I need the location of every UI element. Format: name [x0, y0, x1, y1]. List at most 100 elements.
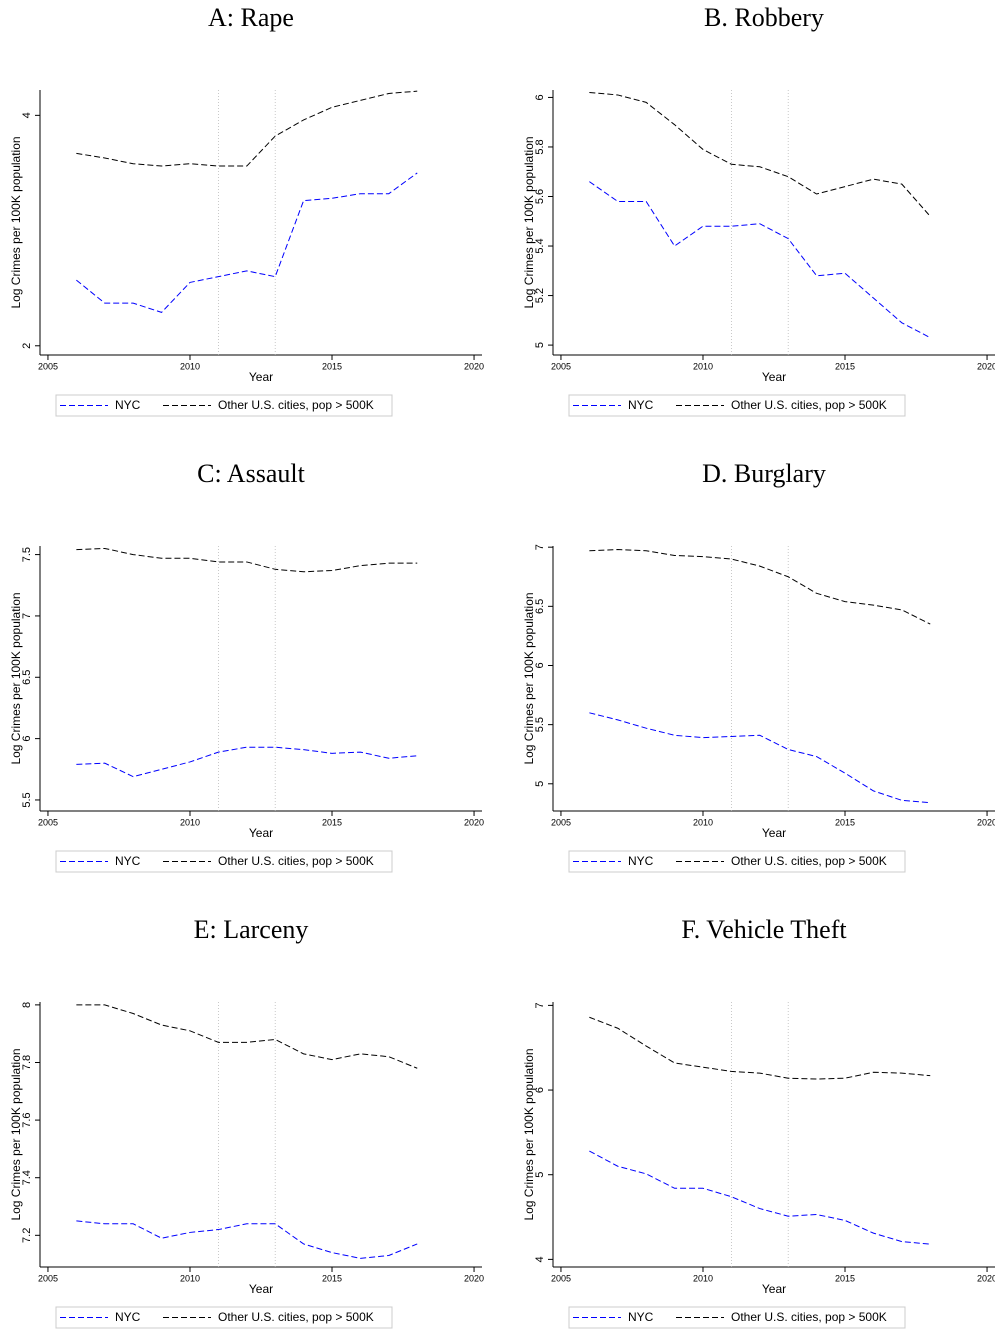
legend-label: Other U.S. cities, pop > 500K	[218, 1310, 374, 1324]
x-tick-label: 2020	[464, 1273, 484, 1283]
legend-box	[568, 1306, 906, 1329]
y-axis-label: Log Crimes per 100K population	[9, 1048, 23, 1220]
y-tick-label: 2	[21, 343, 33, 349]
legend-label: Other U.S. cities, pop > 500K	[731, 398, 887, 412]
y-tick-label: 6	[534, 1087, 546, 1093]
legend-box	[55, 394, 393, 417]
series-line	[589, 91, 931, 217]
y-axis-label: Log Crimes per 100K population	[522, 592, 536, 764]
legend-box	[55, 1306, 393, 1329]
legend-label: NYC	[628, 398, 654, 412]
panel-title: A: Rape	[208, 3, 294, 32]
y-tick-label: 7	[534, 1002, 546, 1008]
series-line	[589, 1150, 931, 1245]
panel-title: C: Assault	[197, 459, 305, 488]
legend-label: Other U.S. cities, pop > 500K	[731, 1310, 887, 1324]
series-line	[589, 712, 931, 804]
x-tick-label: 2005	[38, 1273, 58, 1283]
legend-label: NYC	[628, 854, 654, 868]
x-axis-label: Year	[249, 370, 273, 384]
legend-label: Other U.S. cities, pop > 500K	[731, 854, 887, 868]
y-axis-label: Log Crimes per 100K population	[522, 1048, 536, 1220]
series-line	[589, 181, 931, 339]
y-tick-label: 5.8	[534, 139, 546, 154]
series-line	[76, 1004, 418, 1069]
series-line	[589, 1016, 931, 1080]
x-tick-label: 2020	[977, 1273, 995, 1283]
x-axis-label: Year	[762, 826, 786, 840]
legend-label: NYC	[115, 854, 141, 868]
y-tick-label: 7.6	[21, 1112, 33, 1127]
y-tick-label: 4	[21, 112, 33, 118]
x-axis-label: Year	[762, 1282, 786, 1296]
panel-title: F. Vehicle Theft	[681, 915, 847, 944]
x-tick-label: 2010	[180, 817, 200, 827]
panel: B. Robbery 5 5.2 5.4 5.6 5.8 6 2005 2010 2015 2020…	[522, 3, 995, 417]
y-tick-label: 5.4	[534, 238, 546, 253]
y-tick-label: 6.5	[21, 670, 33, 685]
y-tick-label: 6	[21, 736, 33, 742]
panel-title: E: Larceny	[194, 915, 309, 944]
x-axis-label: Year	[249, 826, 273, 840]
legend-label: NYC	[115, 398, 141, 412]
y-tick-label: 5.5	[21, 792, 33, 807]
y-tick-label: 7	[534, 544, 546, 550]
x-tick-label: 2015	[322, 817, 342, 827]
legend-label: Other U.S. cities, pop > 500K	[218, 854, 374, 868]
x-axis-label: Year	[762, 370, 786, 384]
y-tick-label: 7.5	[21, 547, 33, 562]
y-tick-label: 6.5	[534, 599, 546, 614]
x-tick-label: 2020	[977, 361, 995, 371]
legend-box	[568, 850, 906, 873]
series-line	[76, 1220, 418, 1259]
y-axis-label: Log Crimes per 100K population	[9, 136, 23, 308]
legend-label: NYC	[628, 1310, 654, 1324]
series-line	[589, 549, 931, 625]
series-line	[76, 547, 418, 573]
x-axis-label: Year	[249, 1282, 273, 1296]
x-tick-label: 2020	[464, 361, 484, 371]
x-tick-label: 2020	[464, 817, 484, 827]
y-tick-label: 5	[534, 781, 546, 787]
panel-title: D. Burglary	[702, 459, 826, 488]
y-tick-label: 5	[534, 342, 546, 348]
x-tick-label: 2015	[835, 361, 855, 371]
y-tick-label: 7.8	[21, 1055, 33, 1070]
x-tick-label: 2005	[38, 361, 58, 371]
y-tick-label: 7	[21, 613, 33, 619]
y-tick-label: 7.4	[21, 1170, 33, 1185]
x-tick-label: 2010	[180, 361, 200, 371]
x-tick-label: 2020	[977, 817, 995, 827]
y-tick-label: 5	[534, 1172, 546, 1178]
x-tick-label: 2015	[835, 1273, 855, 1283]
x-tick-label: 2005	[551, 361, 571, 371]
legend-box	[55, 850, 393, 873]
y-tick-label: 6	[534, 662, 546, 668]
legend-label: NYC	[115, 1310, 141, 1324]
y-axis-label: Log Crimes per 100K population	[522, 136, 536, 308]
y-axis-label: Log Crimes per 100K population	[9, 592, 23, 764]
legend-box	[568, 394, 906, 417]
panel: E: Larceny 7.2 7.4 7.6 7.8 8 2005 2010 2015 2020 Y…	[9, 915, 484, 1329]
panel: C: Assault 5.5 6 6.5 7 7.5 2005 2010 2015 2020 Yea…	[9, 459, 484, 873]
series-line	[76, 90, 418, 167]
x-tick-label: 2005	[38, 817, 58, 827]
x-tick-label: 2010	[693, 1273, 713, 1283]
x-tick-label: 2015	[835, 817, 855, 827]
x-tick-label: 2015	[322, 1273, 342, 1283]
y-tick-label: 5.2	[534, 288, 546, 303]
y-tick-label: 7.2	[21, 1228, 33, 1243]
x-tick-label: 2005	[551, 1273, 571, 1283]
x-tick-label: 2010	[180, 1273, 200, 1283]
x-tick-label: 2005	[551, 817, 571, 827]
series-line	[76, 746, 418, 778]
y-tick-label: 5.5	[534, 717, 546, 732]
y-tick-label: 5.6	[534, 189, 546, 204]
y-tick-label: 8	[21, 1002, 33, 1008]
x-tick-label: 2010	[693, 361, 713, 371]
series-line	[76, 172, 418, 313]
x-tick-label: 2015	[322, 361, 342, 371]
y-tick-label: 6	[534, 94, 546, 100]
